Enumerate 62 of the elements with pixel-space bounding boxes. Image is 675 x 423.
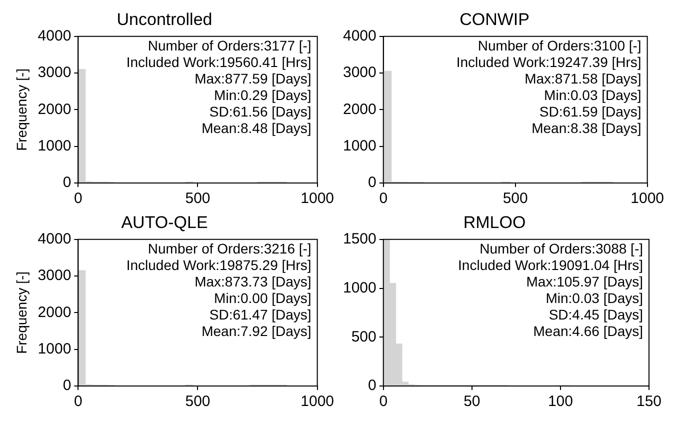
y-tick-label: 3000 — [342, 64, 376, 82]
x-tick-label: 50 — [464, 393, 480, 410]
annotation: Max:877.59 [Days] — [194, 70, 312, 86]
annotation: Included Work:19091.04 [Hrs] — [458, 256, 643, 273]
x-tick-label: 1000 — [630, 190, 664, 208]
annotation: Min:0.03 [Days] — [544, 86, 642, 103]
chart-title: Uncontrolled — [116, 10, 212, 29]
chart-title: RMLOO — [463, 212, 526, 232]
x-tick-label: 500 — [502, 190, 528, 208]
x-tick-label: 500 — [185, 393, 210, 410]
x-tick-label: 0 — [74, 190, 82, 208]
annotation: Min:0.00 [Days] — [214, 290, 312, 306]
y-tick-label: 1000 — [342, 137, 376, 154]
annotation: Number of Orders:3088 [-] — [480, 240, 643, 256]
y-axis-title: Frequency [-] — [13, 68, 30, 151]
y-tick-label: 0 — [62, 377, 72, 394]
annotation: Mean:4.66 [Days] — [533, 322, 643, 339]
x-tick-label: 100 — [548, 393, 573, 410]
annotation: Number of Orders:3216 [-] — [148, 240, 312, 256]
annotation: Mean:8.38 [Days] — [532, 120, 642, 136]
y-tick-label: 2000 — [342, 100, 376, 118]
y-tick-label: 4000 — [38, 28, 72, 45]
y-tick-label: 3000 — [38, 64, 72, 82]
y-tick-label: 4000 — [342, 28, 376, 45]
x-tick-label: 0 — [379, 393, 388, 410]
y-tick-label: 1000 — [342, 279, 376, 296]
annotation: Number of Orders:3177 [-] — [148, 37, 312, 54]
annotation: Number of Orders:3100 [-] — [478, 37, 642, 54]
y-tick-label: 0 — [368, 377, 376, 394]
annotation: Max:873.73 [Days] — [194, 273, 312, 290]
annotation: Min:0.29 [Days] — [214, 86, 312, 103]
y-tick-label: 500 — [351, 328, 376, 346]
annotation: Mean:8.48 [Days] — [202, 120, 312, 136]
annotation: Included Work:19247.39 [Hrs] — [456, 54, 642, 70]
annotation: Max:871.58 [Days] — [524, 70, 642, 86]
x-tick-label: 500 — [185, 190, 210, 208]
annotation: SD:61.59 [Days] — [539, 103, 642, 120]
y-tick-label: 4000 — [38, 230, 72, 248]
y-axis-title: Frequency [-] — [13, 271, 30, 354]
annotation: Included Work:19560.41 [Hrs] — [126, 54, 312, 70]
annotation: Mean:7.92 [Days] — [202, 322, 312, 339]
annotation: Max:105.97 [Days] — [526, 273, 643, 290]
y-tick-label: 1000 — [38, 340, 72, 358]
annotation: Min:0.03 [Days] — [546, 290, 643, 306]
chart-title: CONWIP — [460, 10, 530, 29]
y-tick-label: 0 — [62, 174, 72, 192]
y-tick-label: 2000 — [38, 304, 72, 321]
chart-title: AUTO-QLE — [121, 212, 208, 232]
y-tick-label: 0 — [368, 174, 376, 192]
annotation: Included Work:19875.29 [Hrs] — [126, 256, 312, 273]
x-tick-label: 150 — [636, 393, 662, 410]
annotation: SD:61.47 [Days] — [209, 306, 312, 322]
x-tick-label: 0 — [74, 393, 82, 410]
annotation: SD:4.45 [Days] — [548, 306, 643, 322]
y-tick-label: 1500 — [342, 230, 376, 248]
y-tick-label: 3000 — [38, 267, 72, 284]
annotation: SD:61.56 [Days] — [209, 103, 312, 120]
y-tick-label: 1000 — [38, 137, 72, 154]
y-tick-label: 2000 — [38, 100, 72, 118]
x-tick-label: 1000 — [300, 393, 334, 410]
x-tick-label: 1000 — [300, 190, 334, 208]
x-tick-label: 0 — [379, 190, 388, 208]
